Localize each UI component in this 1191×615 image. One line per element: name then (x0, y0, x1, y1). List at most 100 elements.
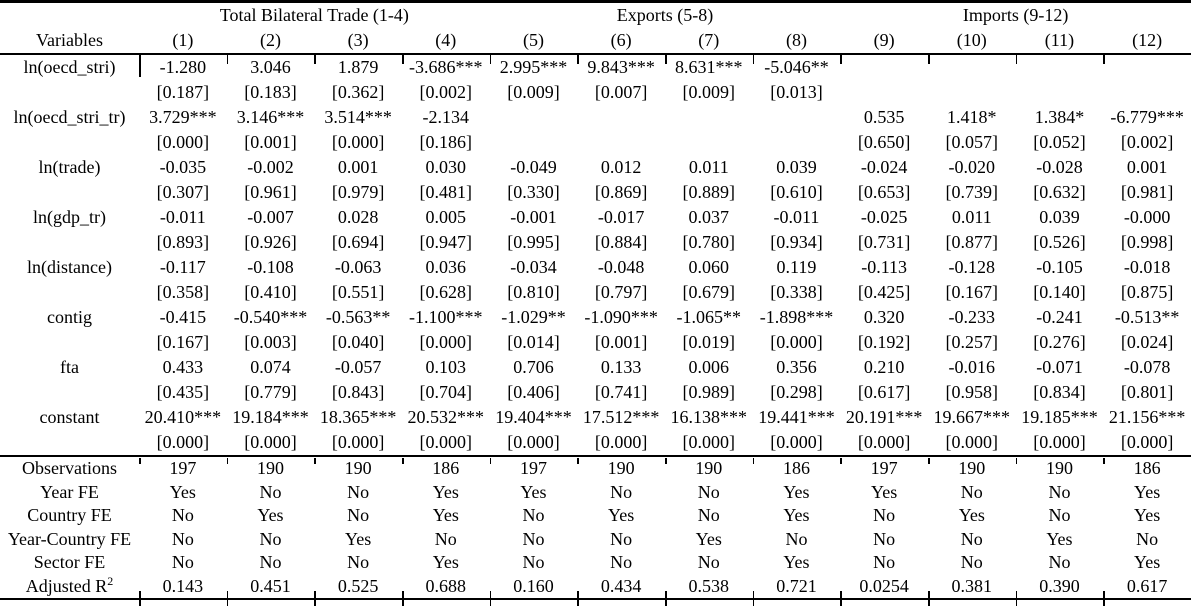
stat-cell: Yes (257, 505, 284, 525)
pval-cell: [0.338] (770, 282, 823, 302)
coef-cell: 2.995*** (499, 57, 568, 77)
column-header-row: Variables (1) (2) (3) (4) (5) (6) (7) (8) (9) (10)… (0, 28, 1191, 55)
pval-cell: [0.989] (682, 382, 736, 402)
pval-cell: [0.741] (594, 382, 648, 402)
stat-label: Year-Country FE (7, 528, 132, 549)
coef-cell: -0.108 (247, 257, 294, 277)
stat-cell: 0.538 (664, 574, 753, 600)
stat-cell: 0.390 (1015, 574, 1104, 600)
empty-label-cell (0, 80, 139, 105)
pval-cell: [0.187] (156, 82, 210, 102)
stat-cell: 0.721 (752, 574, 841, 600)
coef-cell: 3.146*** (236, 107, 305, 127)
pval-cell: [0.003] (244, 332, 297, 352)
coef-row: contig -0.415 -0.540*** -0.563** -1.100*** -1… (0, 305, 1191, 330)
coef-cell (490, 105, 578, 130)
model-column-header: (12) (1103, 28, 1191, 55)
group-header-1: Total Bilateral Trade (1-4) (219, 5, 409, 25)
empty-label-cell (0, 180, 139, 205)
coef-cell: 0.037 (688, 207, 730, 227)
cell-border-tick (1015, 458, 1018, 464)
pval-cell: [0.958] (945, 382, 999, 402)
stat-cell: 190 (927, 455, 1016, 481)
model-column-header: (1) (139, 28, 227, 55)
group-header-row: Total Bilateral Trade (1-4) Exports (5-8)… (0, 2, 1191, 29)
stat-cell: No (1048, 505, 1071, 525)
pval-cell: [0.617] (857, 382, 911, 402)
coef-cell: 19.404*** (495, 407, 572, 427)
pval-cell (490, 130, 578, 155)
pval-cell: [0.650] (857, 132, 911, 152)
pval-cell: [0.183] (244, 82, 297, 102)
cell-border-tick (752, 458, 755, 464)
stat-cell: Yes (432, 505, 459, 525)
coef-cell: -0.113 (861, 257, 908, 277)
pval-cell (665, 130, 753, 155)
cell-border-tick (402, 54, 404, 64)
model-column-header: (2) (226, 28, 315, 55)
coef-row: fta 0.433 0.074 -0.057 0.103 0.706 0.133 0.006 0… (0, 355, 1191, 380)
stat-cell: No (697, 552, 720, 572)
coefficient-body: ln(oecd_stri) -1.280 3.046 1.879 -3.686*** 2.… (0, 54, 1191, 456)
pval-cell (577, 130, 665, 155)
pval-cell: [0.002] (1120, 132, 1174, 152)
stat-cell: No (873, 528, 896, 549)
coef-cell: -2.134 (422, 107, 470, 127)
coef-cell: -0.035 (159, 157, 207, 177)
cell-border-tick (752, 591, 755, 606)
stat-cell: 190 (226, 455, 315, 481)
coef-cell: 0.036 (425, 257, 467, 277)
coef-cell (1016, 54, 1104, 80)
cell-border-tick (139, 54, 141, 77)
pval-cell: [0.298] (770, 382, 823, 402)
stat-cell: 197 (840, 455, 928, 481)
pval-cell: [0.435] (156, 382, 210, 402)
stat-cell: Yes (871, 481, 898, 502)
pval-cell: [0.979] (331, 182, 385, 202)
pval-cell: [0.406] (507, 382, 560, 402)
coef-cell: -0.540*** (233, 307, 308, 327)
stat-cell: No (347, 481, 370, 502)
coef-cell: 0.433 (162, 357, 204, 377)
stat-cell: Yes (783, 505, 810, 525)
empty-label-cell (0, 330, 139, 355)
cell-border-tick (577, 591, 579, 606)
coef-cell: -0.002 (247, 157, 294, 177)
pval-cell: [0.843] (331, 382, 385, 402)
model-column-header: (3) (314, 28, 402, 55)
stat-row: Observations 197 190 190 186 197 190 190 186 197 1… (0, 455, 1191, 481)
cell-border-tick (226, 458, 229, 464)
cell-border-tick (752, 54, 755, 64)
cell-border-tick (226, 54, 229, 64)
coef-cell: -0.017 (597, 207, 645, 227)
pval-cell: [0.000] (156, 432, 210, 452)
pval-cell: [0.000] (594, 432, 648, 452)
pval-cell: [0.610] (770, 182, 823, 202)
coef-cell: -0.105 (1036, 257, 1083, 277)
pval-cell: [0.947] (419, 232, 473, 252)
pval-cell: [0.001] (594, 332, 648, 352)
model-column-header: (7) (664, 28, 753, 55)
coef-cell: 19.185*** (1021, 407, 1098, 427)
coef-cell: 1.418* (947, 107, 997, 127)
coef-cell: 0.001 (337, 157, 379, 177)
coef-cell: -3.686*** (409, 57, 483, 77)
superscript: 2 (107, 573, 114, 588)
pval-cell: [0.000] (945, 432, 999, 452)
coef-cell: -1.280 (159, 57, 207, 77)
coef-cell: -6.779*** (1110, 107, 1184, 127)
coef-row: ln(oecd_stri_tr) 3.729*** 3.146*** 3.514***… (0, 105, 1191, 130)
model-column-header: (8) (752, 28, 841, 55)
model-column-header: (5) (489, 28, 578, 55)
coef-cell: -0.016 (948, 357, 996, 377)
regression-table: Total Bilateral Trade (1-4) Exports (5-8)… (0, 0, 1191, 600)
cell-border-tick (402, 591, 404, 606)
coef-cell: -0.513** (1114, 307, 1180, 327)
coef-cell: -0.000 (1123, 207, 1171, 227)
pval-cell: [0.007] (594, 82, 648, 102)
pval-cell (1103, 80, 1191, 105)
stat-cell: No (522, 528, 545, 549)
cell-border-tick (1103, 54, 1105, 64)
coef-cell: -0.078 (1123, 357, 1171, 377)
pval-cell: [0.801] (1120, 382, 1174, 402)
